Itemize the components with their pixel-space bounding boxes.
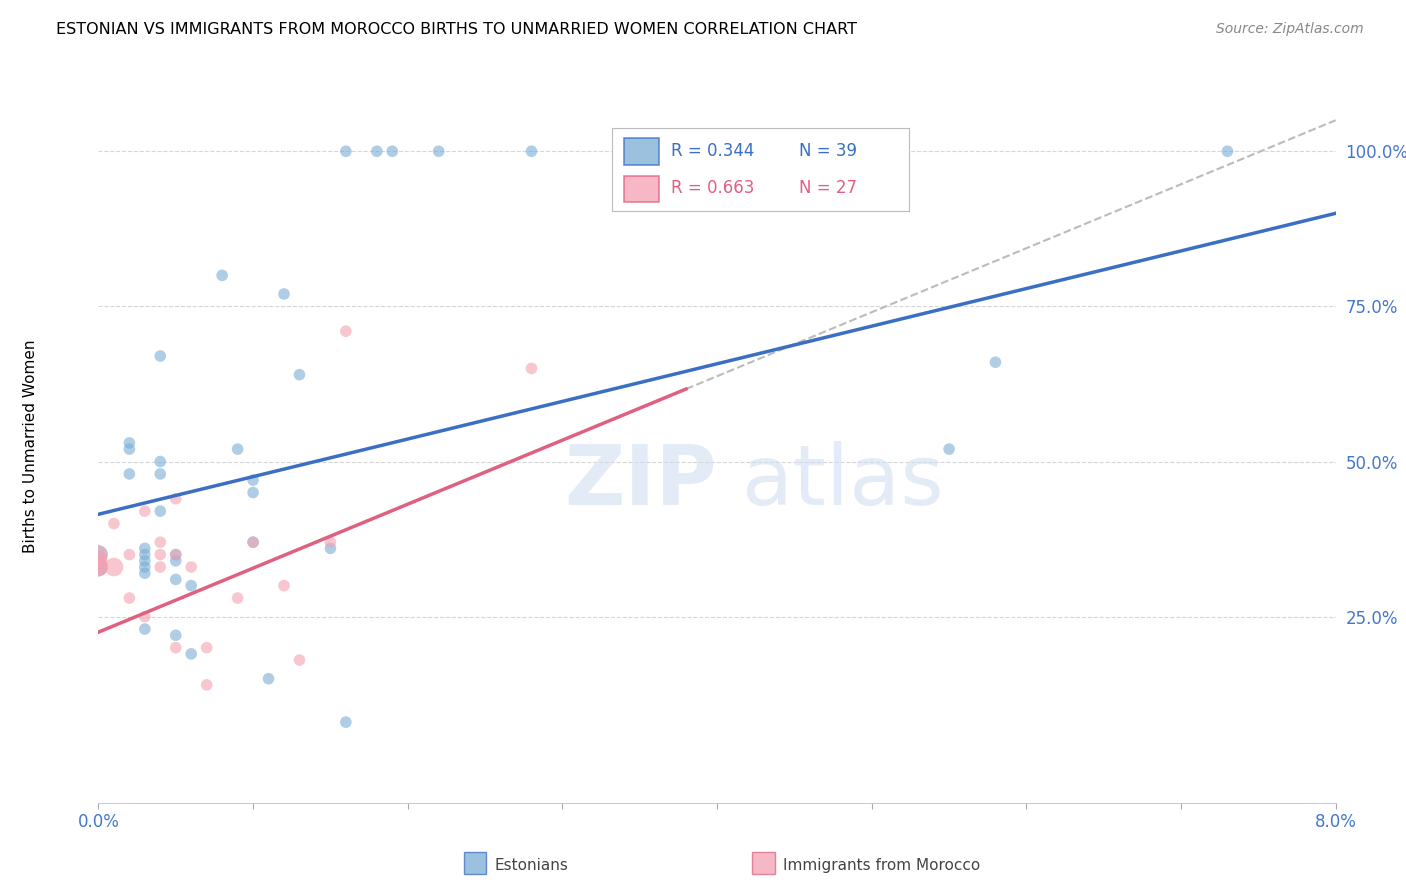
Point	[180, 579, 202, 593]
Point	[149, 467, 172, 481]
Point	[87, 548, 110, 562]
FancyBboxPatch shape	[624, 176, 659, 202]
Point	[195, 678, 218, 692]
Point	[1216, 145, 1239, 159]
Point	[149, 454, 172, 468]
Point	[134, 622, 156, 636]
Point	[118, 436, 141, 450]
Point	[165, 548, 187, 562]
Point	[134, 609, 156, 624]
Point	[134, 560, 156, 574]
Point	[87, 548, 110, 562]
Point	[149, 560, 172, 574]
Point	[87, 554, 110, 568]
Point	[134, 504, 156, 518]
Point	[134, 548, 156, 562]
Point	[335, 715, 357, 730]
FancyBboxPatch shape	[624, 138, 659, 164]
Point	[165, 548, 187, 562]
Text: Estonians: Estonians	[495, 858, 569, 872]
Point	[149, 548, 172, 562]
Point	[335, 324, 357, 338]
Point	[242, 535, 264, 549]
Text: Immigrants from Morocco: Immigrants from Morocco	[783, 858, 980, 872]
Text: ZIP: ZIP	[565, 442, 717, 522]
Point	[984, 355, 1007, 369]
Point	[257, 672, 280, 686]
Text: Births to Unmarried Women: Births to Unmarried Women	[24, 339, 38, 553]
Point	[938, 442, 960, 456]
Point	[118, 591, 141, 605]
Point	[180, 560, 202, 574]
Point	[319, 541, 342, 556]
Point	[149, 535, 172, 549]
Point	[226, 591, 249, 605]
Point	[335, 145, 357, 159]
Text: atlas: atlas	[742, 442, 943, 522]
Point	[118, 467, 141, 481]
Text: Source: ZipAtlas.com: Source: ZipAtlas.com	[1216, 22, 1364, 37]
Point	[118, 548, 141, 562]
Point	[149, 349, 172, 363]
Point	[118, 442, 141, 456]
Point	[149, 504, 172, 518]
Point	[242, 473, 264, 487]
Point	[87, 560, 110, 574]
Point	[520, 145, 543, 159]
Point	[211, 268, 233, 283]
Point	[427, 145, 450, 159]
Point	[288, 653, 311, 667]
Point	[103, 560, 125, 574]
Point	[134, 541, 156, 556]
Point	[288, 368, 311, 382]
Point	[242, 485, 264, 500]
Text: R = 0.663: R = 0.663	[671, 178, 755, 196]
Point	[226, 442, 249, 456]
Point	[134, 554, 156, 568]
Point	[165, 491, 187, 506]
Text: N = 39: N = 39	[799, 143, 858, 161]
Point	[319, 535, 342, 549]
Point	[366, 145, 388, 159]
Point	[195, 640, 218, 655]
Text: N = 27: N = 27	[799, 178, 858, 196]
Point	[87, 560, 110, 574]
Point	[180, 647, 202, 661]
Point	[165, 554, 187, 568]
Point	[273, 287, 295, 301]
Point	[520, 361, 543, 376]
Point	[134, 566, 156, 581]
Point	[675, 145, 697, 159]
Point	[165, 628, 187, 642]
Text: ESTONIAN VS IMMIGRANTS FROM MOROCCO BIRTHS TO UNMARRIED WOMEN CORRELATION CHART: ESTONIAN VS IMMIGRANTS FROM MOROCCO BIRT…	[56, 22, 858, 37]
Point	[273, 579, 295, 593]
Text: R = 0.344: R = 0.344	[671, 143, 755, 161]
Point	[381, 145, 404, 159]
Point	[87, 560, 110, 574]
Point	[242, 535, 264, 549]
Point	[165, 573, 187, 587]
Point	[103, 516, 125, 531]
Point	[165, 640, 187, 655]
